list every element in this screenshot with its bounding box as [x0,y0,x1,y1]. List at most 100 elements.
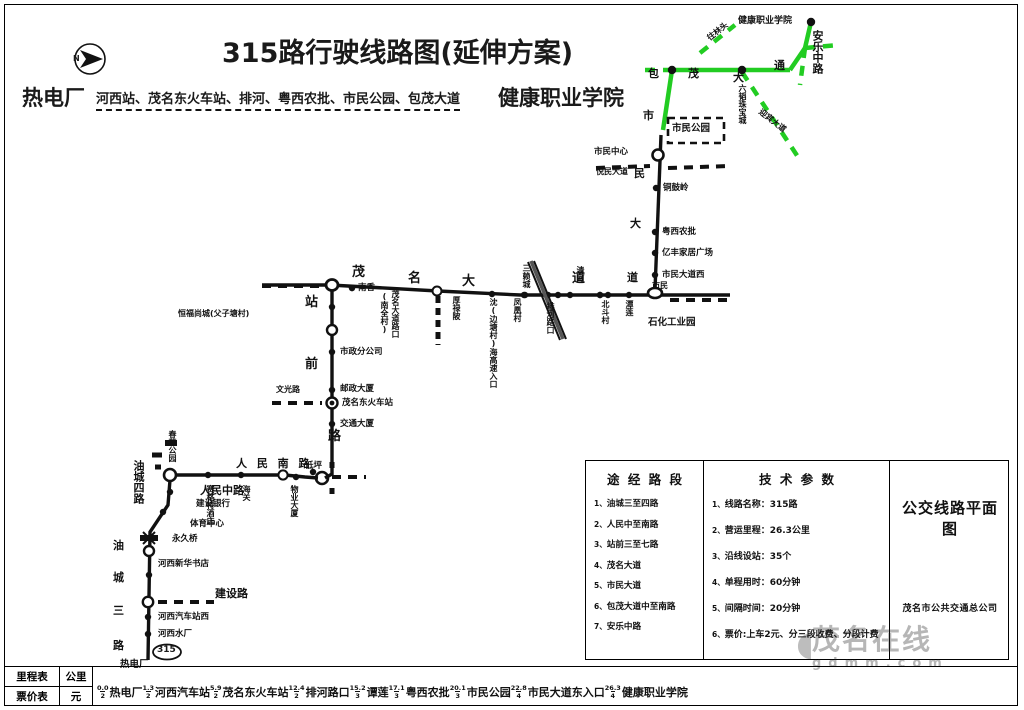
mileage-fare-table: 里程表 公里 票价表 元 0.0 2 热电厂 1.3 2 河西汽车站 5.9 2 茂名东火车站 1… [5,666,1017,706]
stop-km-fare: 15.2 3 [349,683,366,700]
label-qinghe: 清河 [576,266,585,282]
station-node [806,17,816,27]
stop-km-fare: 12.4 2 [288,683,305,700]
param-item: 5、间隔时间：20分钟 [712,604,801,614]
stop-name: 市民大道东入口 [527,686,605,699]
station-maoming-east-rail: 茂名东火车站 [342,398,394,408]
label-liutao: 六韬珠宝城 [738,84,747,124]
stop-name: 市民公园 [466,686,511,699]
road-yuemin: 悦民大道 [596,167,628,176]
bridge-icon [140,531,158,545]
param-item: 4、单程用时：60分钟 [712,578,801,588]
param-item: 3、沿线设站：35个 [712,552,792,562]
station-nanquan-village: (南全村) [380,292,389,334]
stop-sequence-item: 1.3 2 河西汽车站 [143,684,211,700]
road-youcheng-1: 油 [113,539,124,552]
fare-label: 票价表 [5,687,60,706]
station-shimin-east-entrance-short: 市民 [652,281,668,290]
station-maoming-road-entrance: 茂名大道路口 [391,290,400,338]
station-shimin-west: 市民大道西 [662,270,705,280]
road-wenguang: 文光路 [276,385,300,394]
param-item: 1、线路名称：315路 [712,500,798,510]
stop-km-fare: 26.3 4 [604,683,621,700]
road-youcheng-si: 油城四路 [132,460,145,504]
stop-name: 河西汽车站 [155,686,211,699]
stop-name: 茂名东火车站 [222,686,289,699]
map-title-column: 公交线路平面图 茂名市公共交通总公司 [890,461,1008,659]
stop-sequence-item: 17.1 3 粤西农批 [389,684,450,700]
station-haiguan: 海关 [242,485,251,501]
segment-item: 4、茂名大道 [594,560,642,571]
station-node [667,65,677,75]
fare-unit: 元 [70,691,82,703]
station-houlu-po: 厚禄陂 [452,296,461,320]
segment-item: 1、油城三至四路 [594,499,659,509]
param-item: 6、票价:上车2元、分三段收费、分段计费 [712,630,879,640]
road-zhanqian-3: 路 [328,429,342,444]
station-shimin-center: 市民中心 [594,147,629,157]
table-labels: 里程表 公里 票价表 元 [5,667,93,706]
segment-item: 5、市民大道 [594,581,642,591]
route-badge-label: 315 [157,645,176,655]
road-maoming-3: 大 [462,274,476,289]
table-row: 里程表 公里 [5,667,92,687]
station-redianchang: 热电厂 [120,659,149,670]
road-zhanqian-1: 站 [305,295,319,310]
road-maoming-2: 名 [408,271,422,286]
road-shimin-4: 道 [627,271,638,284]
stop-name: 健康职业学院 [621,686,688,699]
road-baomao-3: 大 [733,71,744,84]
station-saige-hotel: 赛格特酒店 [206,485,215,525]
road-shimin-3: 大 [630,217,641,230]
station-tiyu-center: 体育中心 [190,519,225,529]
company-name: 茂名市公共交通总公司 [902,604,998,614]
station-nanxiang: 南香 [358,283,376,293]
station-node [737,65,747,75]
stop-sequence-item: 15.2 3 谭莲 [350,684,389,700]
stop-km-fare: 5.9 2 [210,683,222,700]
stop-sequence-item: 0.0 2 热电厂 [97,684,143,700]
stop-sequence-item: 5.9 2 茂名东火车站 [210,684,289,700]
page-title: 315路行驶线路图(延伸方案) [222,38,574,69]
station-fenghuang-village: 凤凰村 [513,298,522,322]
compass-n-label: N [73,54,80,63]
area-shihua-park: 石化工业园 [648,317,696,328]
station-postal-building: 邮政大厦 [340,384,375,394]
station-jiankang-college: 健康职业学院 [738,16,793,26]
station-beidou-village: 北斗村 [601,300,610,324]
label-sanlai-cheng: 三赖城 [522,264,531,288]
station-hexi-water: 河西水厂 [158,629,193,639]
station-paihe-road-entrance: 排河路口 [546,302,555,334]
table-row: 票价表 元 [5,687,92,706]
segments-title: 途 经 路 段 [606,472,685,487]
area-chunyuan-park: 春苑公园 [168,430,177,462]
road-shimin-1: 市 [643,109,654,122]
params-title: 技 术 参 数 [758,472,837,487]
road-youcheng-3: 三 [113,604,124,617]
stop-name: 热电厂 [109,686,143,699]
destination-label: 健康职业学院 [498,86,624,110]
station-node-hollow [324,278,340,292]
info-box: 途 经 路 段 1、油城三至四路 2、人民中至南路 3、站前三至七路 4、茂名大… [585,460,1009,660]
road-baomao-2: 茂 [688,67,699,80]
road-tongdao: 通 [774,59,785,72]
shimin-park-outline [666,116,726,145]
stop-name: 粤西农批 [405,686,450,699]
segment-item: 3、站前三至七路 [594,540,659,550]
station-node-hollow [646,286,664,300]
segments-column: 途 经 路 段 1、油城三至四路 2、人民中至南路 3、站前三至七路 4、茂名大… [586,461,704,659]
road-maoming-1: 茂 [352,265,366,280]
origin-label: 热电厂 [22,86,85,110]
station-yuexi-nongpi: 粤西农批 [662,227,697,237]
road-baomao-1: 包 [648,67,659,80]
road-renmin-nan: 人 民 南 路 [236,457,313,470]
station-tanlian: 潭莲 [625,300,634,316]
mileage-label: 里程表 [5,667,60,686]
stop-name: 排河路口 [305,686,350,699]
station-hengfu-shangcheng: 恒福尚城(父子塘村) [178,309,250,318]
road-maoming-4: 道 [572,271,586,286]
station-diping: 低坪 [305,461,323,471]
params-column: 技 术 参 数 1、线路名称：315路 2、营运里程：26.3公里 3、沿线设站… [704,461,890,659]
